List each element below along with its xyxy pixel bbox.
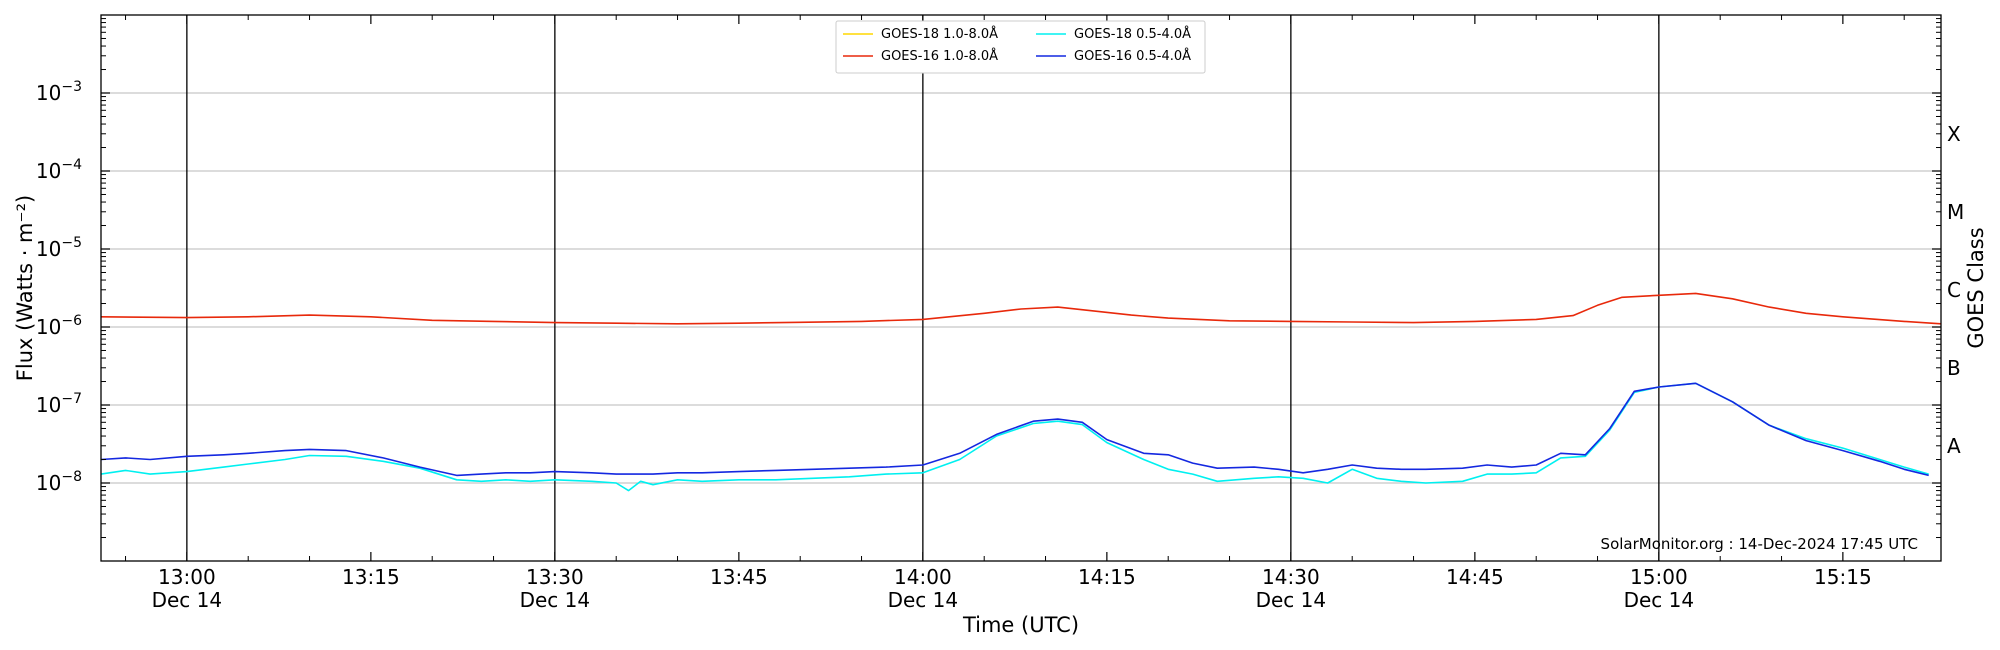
x-tick-label: 15:15 bbox=[1814, 565, 1872, 589]
plot-area bbox=[101, 292, 1941, 492]
plot-frame bbox=[100, 14, 1942, 562]
x-tick-label: 14:15 bbox=[1078, 565, 1136, 589]
goes-class-label: C bbox=[1947, 278, 1961, 302]
y-tick-label: 10−3 bbox=[36, 79, 82, 105]
x-tick-date-label: Dec 14 bbox=[520, 588, 591, 612]
x-tick-date-label: Dec 14 bbox=[1624, 588, 1695, 612]
legend-label: GOES-18 1.0-8.0Å bbox=[881, 26, 998, 42]
x-tick-date-label: Dec 14 bbox=[888, 588, 959, 612]
y-tick-label: 10−5 bbox=[36, 235, 82, 261]
legend-label: GOES-16 0.5-4.0Å bbox=[1074, 48, 1191, 64]
grid-lines bbox=[101, 92, 1941, 484]
goes-class-label: M bbox=[1947, 200, 1964, 224]
y2-axis-label: GOES Class bbox=[1964, 227, 1988, 348]
goes-class-label: B bbox=[1947, 356, 1961, 380]
y-tick-labels: 10−8 10−7 10−6 10−5 10−4 10−3 bbox=[36, 79, 82, 495]
goes-class-labels: A B C M X bbox=[1947, 122, 1964, 458]
x-tick-date-label: Dec 14 bbox=[1256, 588, 1327, 612]
series-lines bbox=[101, 292, 1941, 492]
x-axis-label: Time (UTC) bbox=[962, 613, 1079, 637]
x-tick-label: 13:45 bbox=[710, 565, 768, 589]
axis-ticks bbox=[101, 15, 1941, 561]
y-tick-label: 10−7 bbox=[36, 391, 82, 417]
credit-annotation: SolarMonitor.org : 14-Dec-2024 17:45 UTC bbox=[1601, 535, 1918, 553]
x-tick-label: 14:30 bbox=[1262, 565, 1320, 589]
goes-class-label: A bbox=[1947, 434, 1961, 458]
x-tick-label: 13:30 bbox=[526, 565, 584, 589]
x-tick-date-label: Dec 14 bbox=[152, 588, 223, 612]
x-tick-label: 13:00 bbox=[158, 565, 216, 589]
y-axis-label: Flux (Watts · m⁻²) bbox=[13, 195, 37, 381]
y-tick-label: 10−4 bbox=[36, 157, 82, 183]
legend-label: GOES-18 0.5-4.0Å bbox=[1074, 26, 1191, 42]
series-line bbox=[101, 382, 1929, 492]
x-tick-label: 13:15 bbox=[342, 565, 400, 589]
y-tick-label: 10−8 bbox=[36, 469, 82, 495]
x-tick-label: 14:45 bbox=[1446, 565, 1504, 589]
series-line bbox=[101, 292, 1941, 325]
goes-class-label: X bbox=[1947, 122, 1961, 146]
legend-label: GOES-16 1.0-8.0Å bbox=[881, 48, 998, 64]
day-marker-lines bbox=[186, 15, 1660, 561]
legend-box bbox=[835, 20, 1206, 74]
legend: GOES-18 1.0-8.0Å GOES-16 1.0-8.0Å GOES-18 … bbox=[835, 20, 1206, 74]
y-tick-label: 10−6 bbox=[36, 313, 82, 339]
x-tick-label: 14:00 bbox=[894, 565, 952, 589]
x-tick-label: 15:00 bbox=[1630, 565, 1688, 589]
series-line bbox=[101, 382, 1929, 477]
